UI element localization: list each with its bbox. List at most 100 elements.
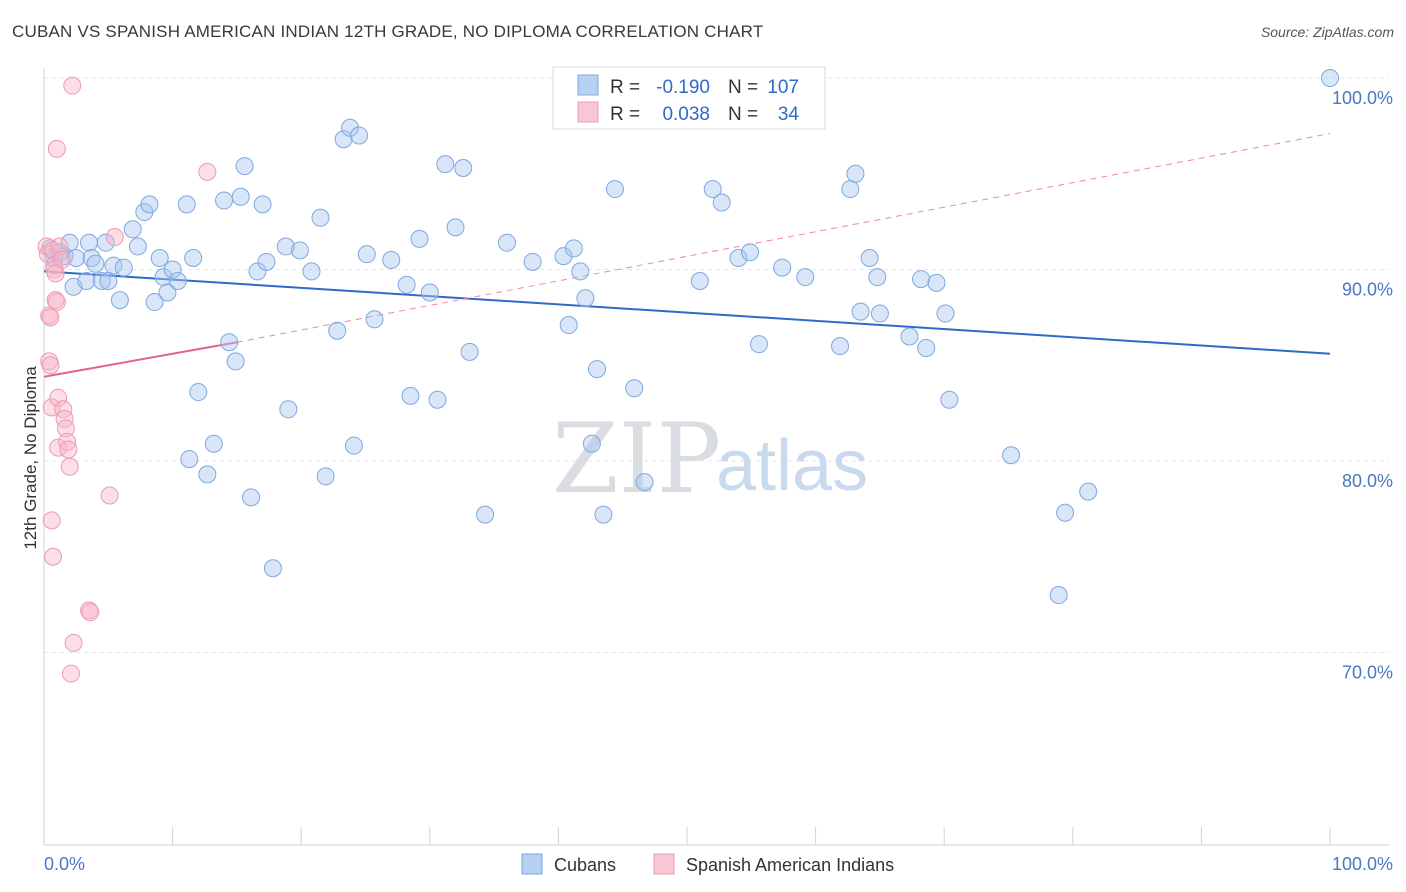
cubans-point <box>86 254 105 273</box>
legend-swatch <box>577 101 599 123</box>
legend-r-value: 0.038 <box>662 104 710 125</box>
cubans-point <box>846 164 865 183</box>
spanish-point <box>105 227 124 246</box>
cubans-point <box>927 273 946 292</box>
cubans-point <box>564 239 583 258</box>
cubans-point <box>936 304 955 323</box>
cubans-point <box>690 271 709 290</box>
watermark-atlas: atlas <box>716 426 868 506</box>
cubans-trend-line <box>43 270 1331 355</box>
y-tick-label: 90.0% <box>1342 280 1393 300</box>
cubans-point <box>204 434 223 453</box>
cubans-point <box>625 379 644 398</box>
cubans-point <box>279 400 298 419</box>
cubans-point <box>497 233 516 252</box>
cubans-point <box>729 249 748 268</box>
cubans-point <box>870 304 889 323</box>
spanish-point <box>42 398 61 417</box>
cubans-point <box>900 327 919 346</box>
cubans-point <box>96 233 115 252</box>
cubans-point <box>582 434 601 453</box>
spanish-point <box>49 388 68 407</box>
cubans-point <box>559 316 578 335</box>
cubans-point <box>276 237 295 256</box>
legend-swatch <box>577 74 599 96</box>
cubans-point <box>940 390 959 409</box>
cubans-point <box>523 252 542 271</box>
x-tick-label: 0.0% <box>44 854 85 874</box>
axes <box>43 68 1390 846</box>
cubans-point <box>145 293 164 312</box>
x-tick-labels: 0.0% 100.0% <box>44 854 1393 874</box>
cubans-point <box>428 390 447 409</box>
cubans-point <box>302 262 321 281</box>
cubans-point <box>703 180 722 199</box>
cubans-point <box>851 302 870 321</box>
source-label: Source: ZipAtlas.com <box>1260 24 1394 40</box>
spanish-point <box>81 603 100 622</box>
cubans-point <box>454 159 473 178</box>
spanish-point <box>62 664 81 683</box>
cubans-point <box>220 333 239 352</box>
legend-r-value: -0.190 <box>656 77 710 98</box>
spanish-point <box>100 486 119 505</box>
cubans-point <box>912 270 931 289</box>
cubans-point <box>123 220 142 239</box>
spanish-point <box>47 293 66 312</box>
watermark: ZIP atlas <box>552 403 868 515</box>
y-tick-label: 80.0% <box>1342 471 1393 491</box>
cubans-point <box>917 339 936 358</box>
cubans-point <box>365 310 384 329</box>
cubans-point <box>712 193 731 212</box>
spanish-point <box>60 457 79 476</box>
cubans-point <box>841 180 860 199</box>
cubans-point <box>594 505 613 524</box>
cubans-point <box>1002 446 1021 465</box>
bottom-legend-swatch <box>653 853 675 875</box>
legend: R = -0.190 N = 107 R = 0.038 N = 34 <box>552 66 826 130</box>
bottom-legend-label: Spanish American Indians <box>686 855 894 875</box>
trend-lines <box>43 133 1331 378</box>
cubans-point <box>446 218 465 237</box>
cubans-point <box>401 386 420 405</box>
cubans-point <box>231 187 250 206</box>
spanish-point <box>47 139 66 158</box>
cubans-point <box>1056 503 1075 522</box>
cubans-point <box>77 271 96 290</box>
cubans-point <box>741 243 760 262</box>
grid-lines <box>44 77 1390 653</box>
cubans-point <box>163 260 182 279</box>
cubans-point <box>328 321 347 340</box>
cubans-point <box>242 488 261 507</box>
spanish-point <box>55 409 74 428</box>
cubans-point <box>350 126 369 145</box>
cubans-point <box>257 252 276 271</box>
cubans-point <box>189 383 208 402</box>
cubans-point <box>576 289 595 308</box>
cubans-point <box>571 262 590 281</box>
legend-n-value: 34 <box>778 104 800 125</box>
legend-r-label: R = <box>610 77 640 98</box>
cubans-point <box>344 436 363 455</box>
cubans-point <box>397 275 416 294</box>
cubans-point <box>341 118 360 137</box>
cubans-point <box>92 271 111 290</box>
cubans-point <box>177 195 196 214</box>
legend-r-label: R = <box>610 104 640 125</box>
cubans-point <box>168 271 187 290</box>
watermark-zip: ZIP <box>552 403 721 515</box>
spanish-point <box>50 237 69 256</box>
cubans-point <box>831 337 850 356</box>
cubans-point <box>158 283 177 302</box>
cubans-point <box>868 268 887 287</box>
cubans-point <box>140 195 159 214</box>
cubans-point <box>1321 69 1339 87</box>
cubans-point <box>796 268 815 287</box>
chart-title: CUBAN VS SPANISH AMERICAN INDIAN 12TH GR… <box>12 22 764 41</box>
cubans-point <box>410 229 429 248</box>
cubans-point <box>554 247 573 266</box>
cubans-point <box>248 262 267 281</box>
cubans-point <box>235 157 254 176</box>
y-tick-labels: 70.0% 80.0% 90.0% 100.0% <box>1332 88 1393 683</box>
cubans-point <box>180 450 199 469</box>
